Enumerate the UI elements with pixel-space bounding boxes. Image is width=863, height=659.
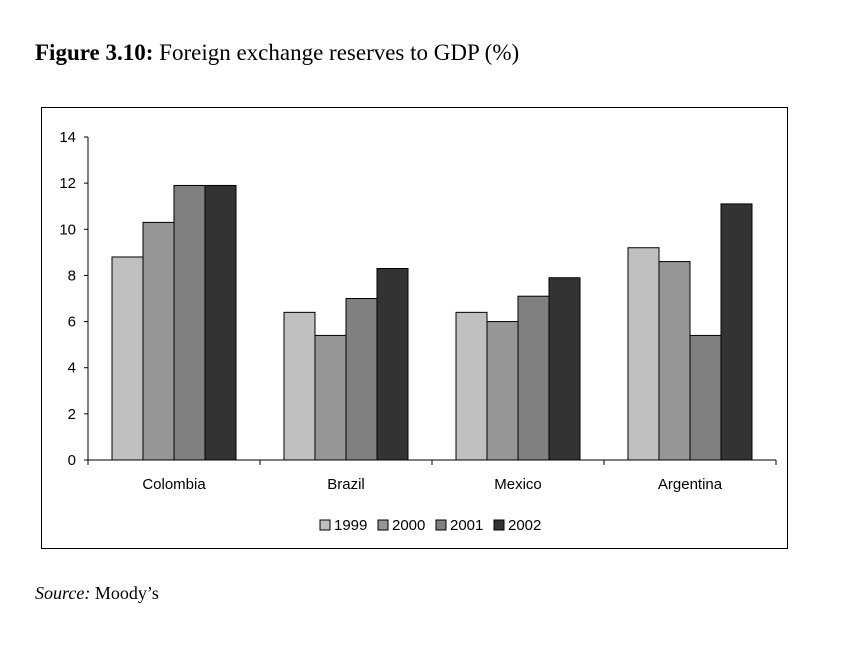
bar-argentina-2000 <box>658 261 691 461</box>
y-tick-label: 14 <box>59 129 76 146</box>
bar-brazil-1999 <box>283 311 316 461</box>
legend-swatch-2002 <box>493 519 505 531</box>
x-category-label: Argentina <box>658 476 723 493</box>
legend-swatch-2001 <box>435 519 447 531</box>
bar-colombia-2000 <box>142 221 175 461</box>
bar-colombia-2002 <box>204 184 237 461</box>
bar-argentina-1999 <box>627 247 660 461</box>
x-category-label: Brazil <box>327 476 365 493</box>
bar-brazil-2002 <box>376 268 409 461</box>
source-text: Moody’s <box>94 583 159 603</box>
y-tick-label: 4 <box>68 360 76 377</box>
legend-label-2000: 2000 <box>392 517 425 534</box>
bar-colombia-1999 <box>111 256 144 461</box>
figure-title: Figure 3.10: Foreign exchange reserves t… <box>35 40 519 66</box>
bar-chart: 0 2 4 6 8 10 12 14 Colombia Brazil Mexico Argentina… <box>59 129 777 534</box>
x-category-label: Colombia <box>142 476 206 493</box>
y-tick-label: 8 <box>68 267 76 284</box>
bar-colombia-2001 <box>173 184 206 461</box>
bar-brazil-2001 <box>345 298 378 461</box>
source-label: Source: <box>35 583 91 603</box>
figure-title-text: Foreign exchange reserves to GDP (%) <box>159 40 520 65</box>
y-tick-label: 10 <box>59 221 76 238</box>
figure-label: Figure 3.10: <box>35 40 154 65</box>
legend-swatch-1999 <box>319 519 331 531</box>
bar-argentina-2002 <box>720 203 753 461</box>
bar-mexico-2000 <box>486 321 519 461</box>
bar-brazil-2000 <box>314 334 347 461</box>
bar-mexico-2001 <box>517 295 550 461</box>
legend-label-2002: 2002 <box>508 517 541 534</box>
y-tick-label: 6 <box>68 314 76 331</box>
bar-mexico-1999 <box>455 311 488 461</box>
x-category-label: Mexico <box>494 476 542 493</box>
y-tick-label: 12 <box>59 175 76 192</box>
legend-label-1999: 1999 <box>334 517 367 534</box>
y-tick-label: 0 <box>68 452 76 469</box>
chart-frame <box>41 107 788 549</box>
source-note: Source: Moody’s <box>35 583 159 604</box>
bar-mexico-2002 <box>548 277 581 461</box>
y-tick-label: 2 <box>68 406 76 423</box>
legend-label-2001: 2001 <box>450 517 483 534</box>
legend-swatch-2000 <box>377 519 389 531</box>
bar-argentina-2001 <box>689 334 722 461</box>
